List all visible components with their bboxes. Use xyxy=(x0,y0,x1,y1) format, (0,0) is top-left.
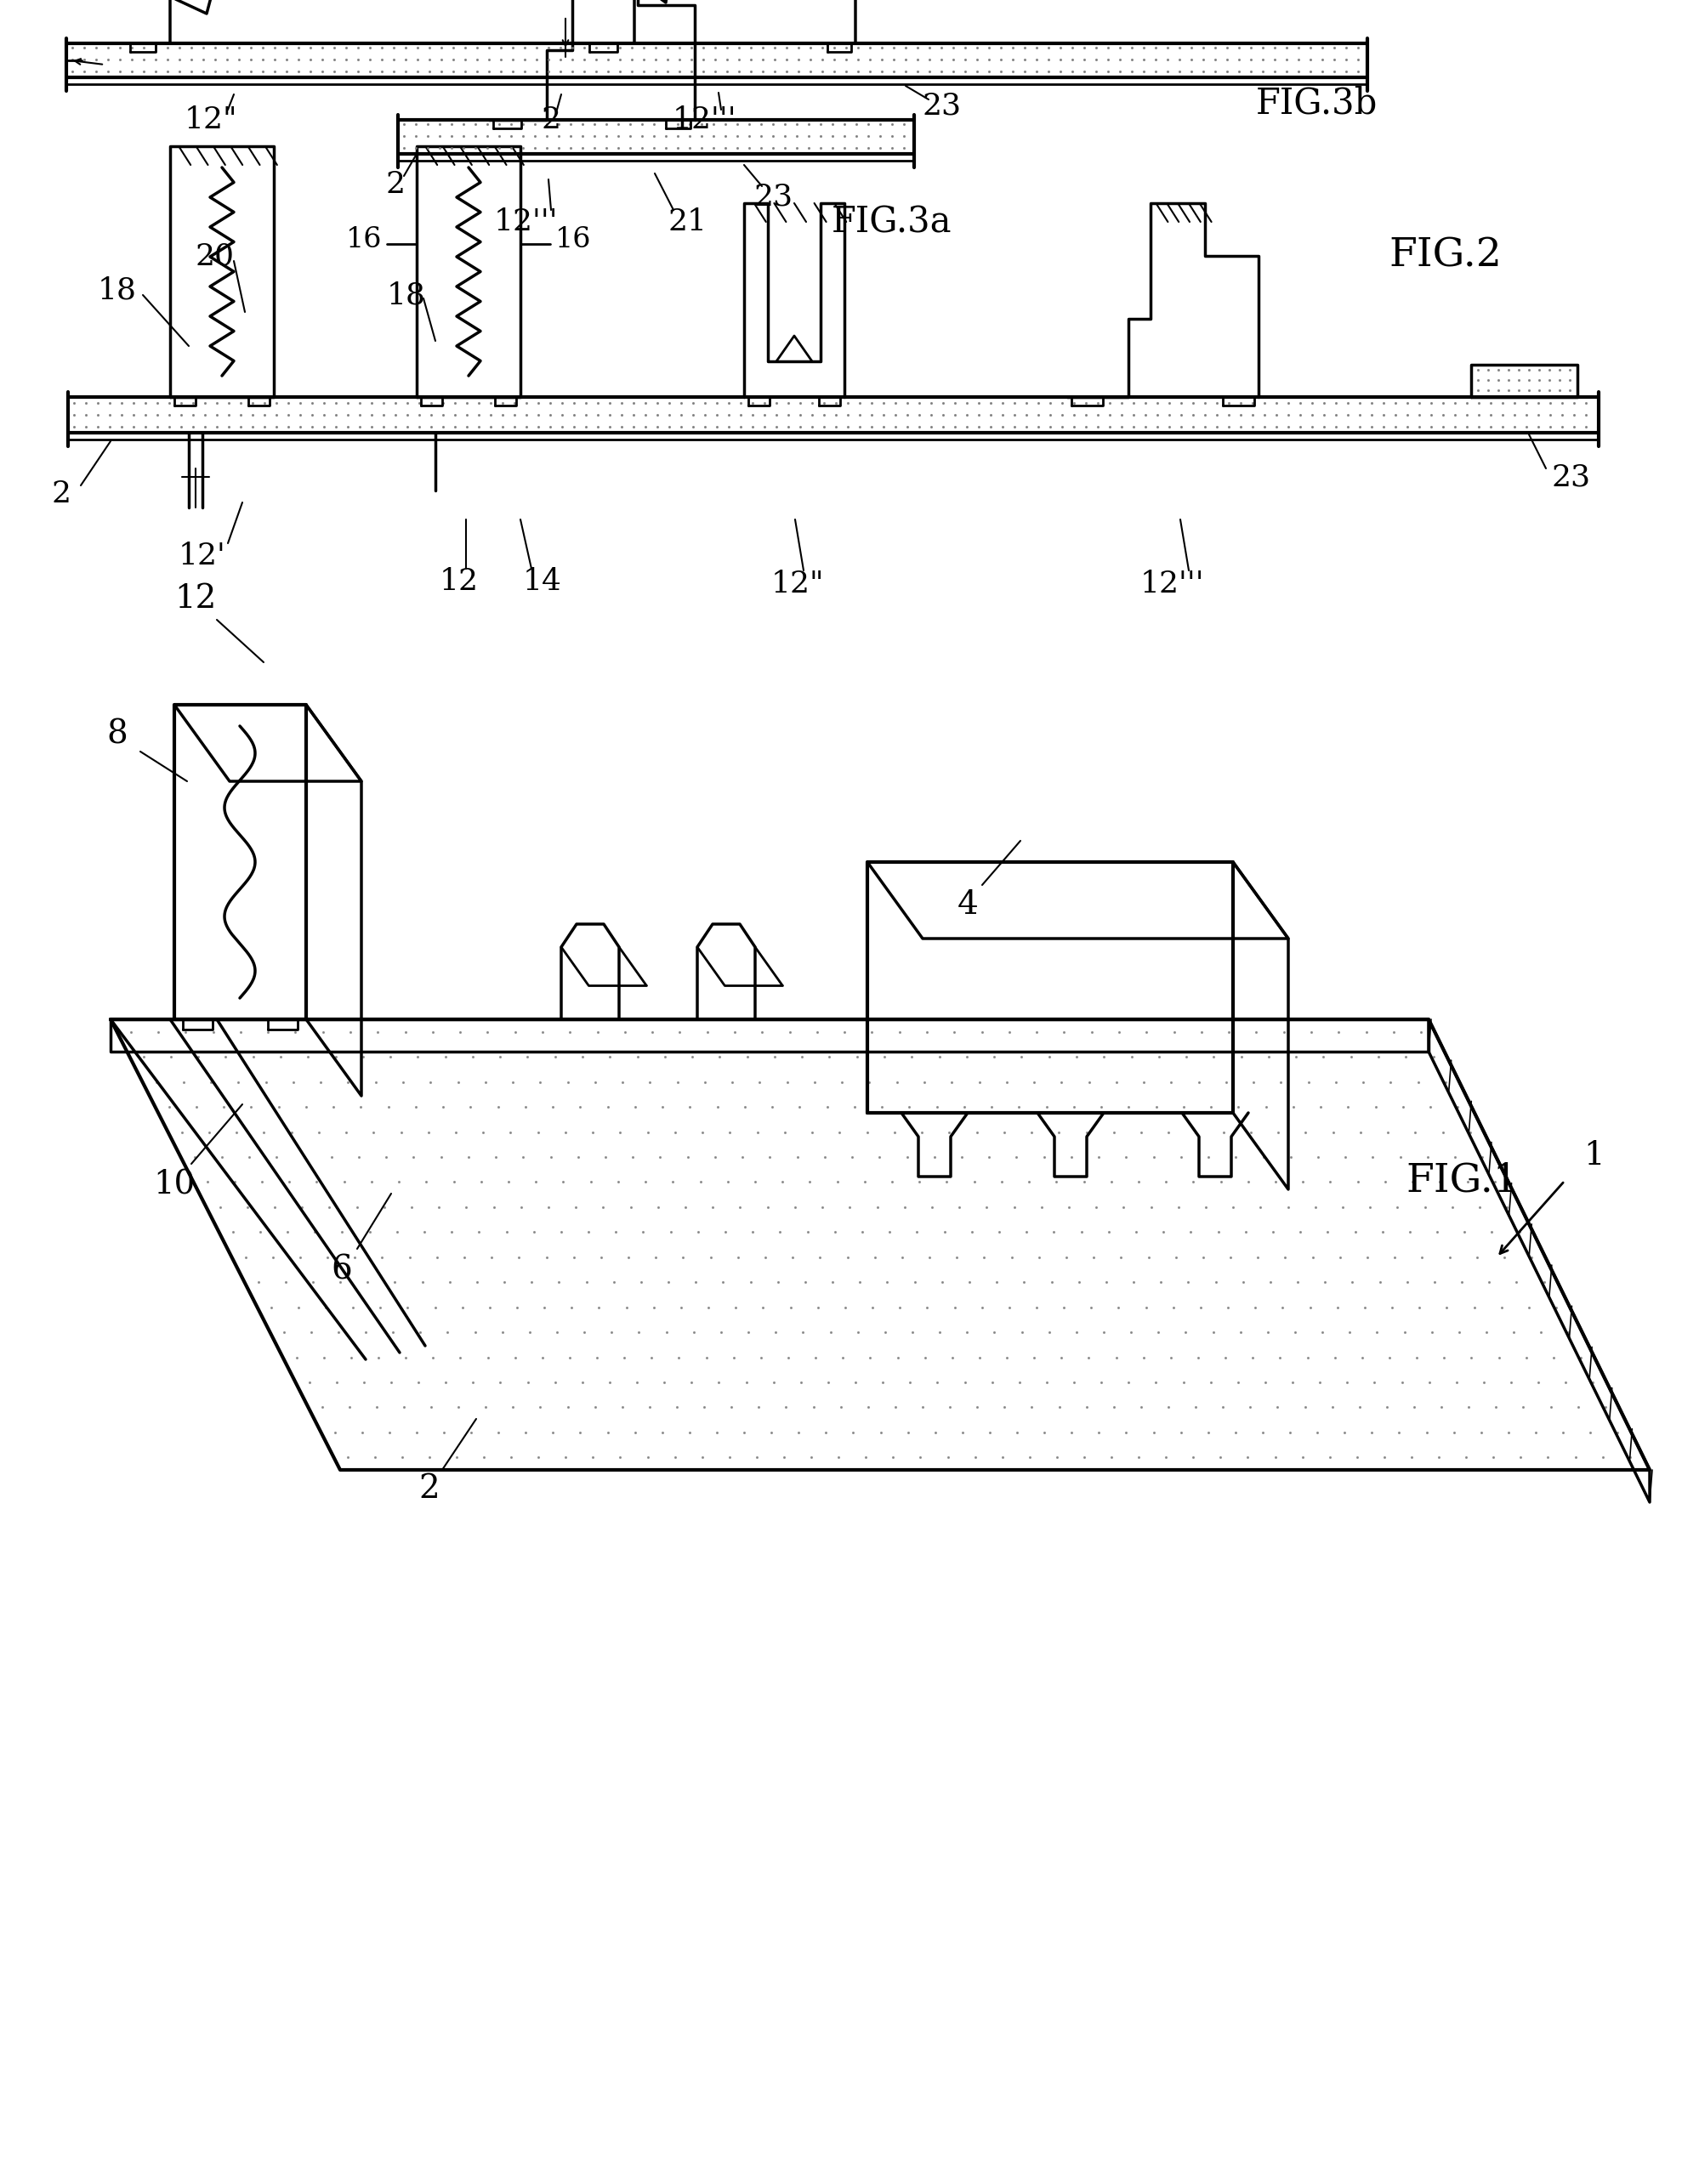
Text: 12: 12 xyxy=(440,568,479,596)
Text: 12: 12 xyxy=(175,583,216,614)
Text: 1: 1 xyxy=(1583,1140,1606,1171)
Text: 14: 14 xyxy=(523,568,562,596)
Text: 23: 23 xyxy=(1551,463,1590,491)
Text: 4: 4 xyxy=(957,889,979,919)
Text: 2: 2 xyxy=(386,170,404,199)
Text: 12": 12" xyxy=(771,570,824,598)
Text: 20: 20 xyxy=(195,242,234,271)
Text: 2: 2 xyxy=(51,480,71,509)
Text: 23: 23 xyxy=(923,92,962,120)
Text: 6: 6 xyxy=(331,1254,352,1286)
Text: 18: 18 xyxy=(99,275,138,304)
Text: 18: 18 xyxy=(387,280,426,310)
Text: 8: 8 xyxy=(107,719,127,751)
Text: 12''': 12''' xyxy=(493,207,557,236)
Text: FIG.2: FIG.2 xyxy=(1390,236,1502,275)
Text: 16: 16 xyxy=(347,227,382,253)
Text: 2: 2 xyxy=(420,1472,440,1505)
Text: 12''': 12''' xyxy=(1140,570,1205,598)
Text: 21: 21 xyxy=(668,207,707,236)
Text: FIG.3b: FIG.3b xyxy=(1256,85,1378,120)
Text: 12': 12' xyxy=(178,542,226,570)
Text: 12": 12" xyxy=(183,105,238,135)
Text: 12''': 12''' xyxy=(671,105,736,135)
Text: FIG.1: FIG.1 xyxy=(1407,1162,1519,1199)
Text: FIG.3a: FIG.3a xyxy=(831,203,951,240)
Text: 2: 2 xyxy=(542,105,561,135)
Text: 10: 10 xyxy=(153,1168,195,1201)
Text: 16: 16 xyxy=(556,227,591,253)
Text: 23: 23 xyxy=(754,181,793,212)
